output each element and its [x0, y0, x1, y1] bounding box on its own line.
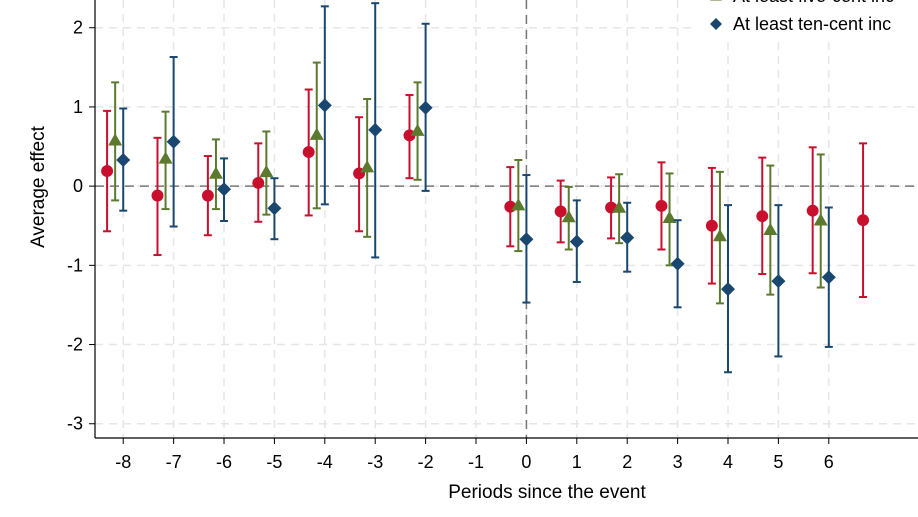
x-tick-label: -2: [418, 452, 434, 472]
circle-marker: [655, 199, 668, 212]
diamond-marker: [368, 122, 383, 137]
triangle-marker: [360, 160, 375, 173]
diamond-marker: [267, 201, 282, 216]
reference-lines: [95, 0, 918, 438]
legend-box: [695, 0, 918, 40]
circle-marker: [302, 146, 315, 159]
triangle-marker: [309, 127, 324, 140]
diamond-marker: [771, 274, 786, 289]
circle-marker: [857, 214, 870, 227]
triangle-marker: [108, 133, 123, 146]
axes: -8 -7 -6 -5 -4 -3 -2 -1 0 1 2 3 4 5 6 2 1 0 -1 -2 -3: [67, 0, 918, 472]
diamond-marker: [217, 182, 232, 197]
series-marks: [101, 2, 870, 374]
x-axis-label: Periods since the event: [448, 482, 646, 503]
diamond-marker: [670, 256, 685, 271]
legend: At least five-cent inc At least ten-cent …: [695, 0, 918, 40]
legend-label: At least five-cent inc: [733, 0, 894, 6]
triangle-marker: [561, 210, 576, 223]
diamond-marker: [569, 234, 584, 249]
legend-label: At least ten-cent inc: [733, 14, 891, 34]
triangle-marker: [259, 164, 274, 178]
x-tick-label: 2: [622, 452, 632, 472]
y-tick-label: -2: [67, 335, 83, 355]
triangle-marker: [763, 222, 778, 235]
x-tick-label: -1: [468, 452, 484, 472]
x-tick-label: -8: [115, 452, 131, 472]
x-tick-label: 1: [572, 452, 582, 472]
triangle-marker: [712, 229, 727, 242]
x-tick-label: -3: [367, 452, 383, 472]
circle-marker: [403, 129, 416, 142]
triangle-marker: [710, 0, 722, 1]
circle-marker: [201, 189, 214, 202]
triangle-marker: [813, 213, 828, 226]
x-tick-label: -4: [317, 452, 333, 472]
triangle-marker: [511, 198, 526, 211]
diamond-marker: [317, 98, 332, 113]
diamond-marker: [166, 134, 181, 149]
diamond-marker: [821, 270, 836, 285]
circle-marker: [252, 177, 265, 189]
x-tick-label: 3: [673, 452, 683, 472]
x-tick-label: 5: [773, 452, 783, 472]
diamond-marker: [710, 18, 722, 30]
diamond-marker: [519, 232, 534, 247]
x-tick-label: 4: [723, 452, 733, 472]
diamond-marker: [720, 282, 735, 297]
y-tick-label: 1: [73, 97, 83, 117]
diamond-marker: [620, 230, 635, 245]
series-circle: [101, 88, 870, 299]
y-tick-label: -1: [67, 255, 83, 275]
triangle-marker: [612, 200, 627, 213]
triangle-marker: [662, 210, 677, 224]
y-tick-label: 2: [73, 18, 83, 38]
triangle-marker: [410, 123, 425, 136]
x-tick-label: 6: [824, 452, 834, 472]
diamond-marker: [116, 152, 131, 167]
diamond-marker: [418, 100, 433, 115]
y-axis-label: Average effect: [28, 125, 49, 248]
series-diamond: [116, 2, 836, 374]
x-tick-label: 0: [521, 452, 531, 472]
circle-marker: [151, 189, 164, 202]
x-tick-label: -5: [266, 452, 282, 472]
circle-marker: [554, 205, 567, 218]
x-tick-label: -7: [166, 452, 182, 472]
series-triangle: [108, 61, 828, 305]
x-tick-label: -6: [216, 452, 232, 472]
circle-marker: [756, 210, 769, 223]
circle-marker: [705, 219, 718, 232]
y-tick-label: -3: [67, 414, 83, 434]
circle-marker: [101, 165, 114, 178]
triangle-marker: [208, 166, 223, 179]
y-tick-label: 0: [73, 176, 83, 196]
triangle-marker: [158, 151, 173, 164]
circle-marker: [806, 204, 819, 217]
grid: [95, 0, 918, 438]
